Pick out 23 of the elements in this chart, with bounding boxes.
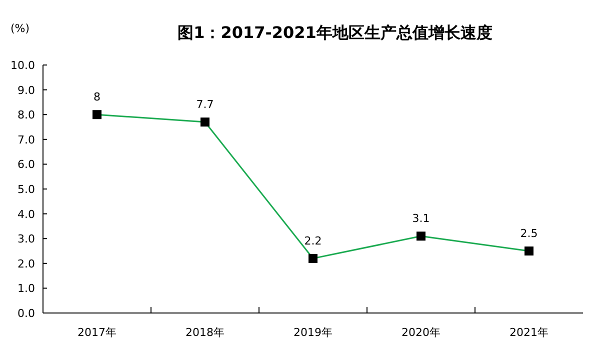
y-tick-label: 7.0 <box>18 133 35 146</box>
y-tick-label: 2.0 <box>18 257 35 270</box>
x-tick-label: 2018年 <box>186 326 224 339</box>
y-tick-label: 8.0 <box>18 108 35 122</box>
x-tick-label: 2021年 <box>510 326 548 339</box>
y-axis-title: (%) <box>10 22 30 35</box>
y-tick-label: 4.0 <box>18 208 35 221</box>
y-tick-label: 0.0 <box>18 307 35 320</box>
data-label: 2.2 <box>304 234 322 248</box>
x-tick-label: 2020年 <box>402 326 440 339</box>
data-label: 3.1 <box>412 212 430 226</box>
data-label: 7.7 <box>196 98 214 112</box>
y-tick-label: 1.0 <box>18 282 35 296</box>
y-tick-label: 3.0 <box>18 232 35 246</box>
y-tick-label: 6.0 <box>18 158 35 172</box>
chart-title: 图1：2017-2021年地区生产总值增长速度 <box>178 23 492 42</box>
data-label: 2.5 <box>520 227 538 240</box>
y-tick-label: 10.0 <box>10 59 35 72</box>
y-tick-label: 5.0 <box>18 183 35 196</box>
x-tick-label: 2019年 <box>294 326 332 339</box>
y-tick-label: 9.0 <box>18 84 35 97</box>
x-tick-label: 2017年 <box>78 326 116 339</box>
data-label: 8 <box>94 90 100 104</box>
